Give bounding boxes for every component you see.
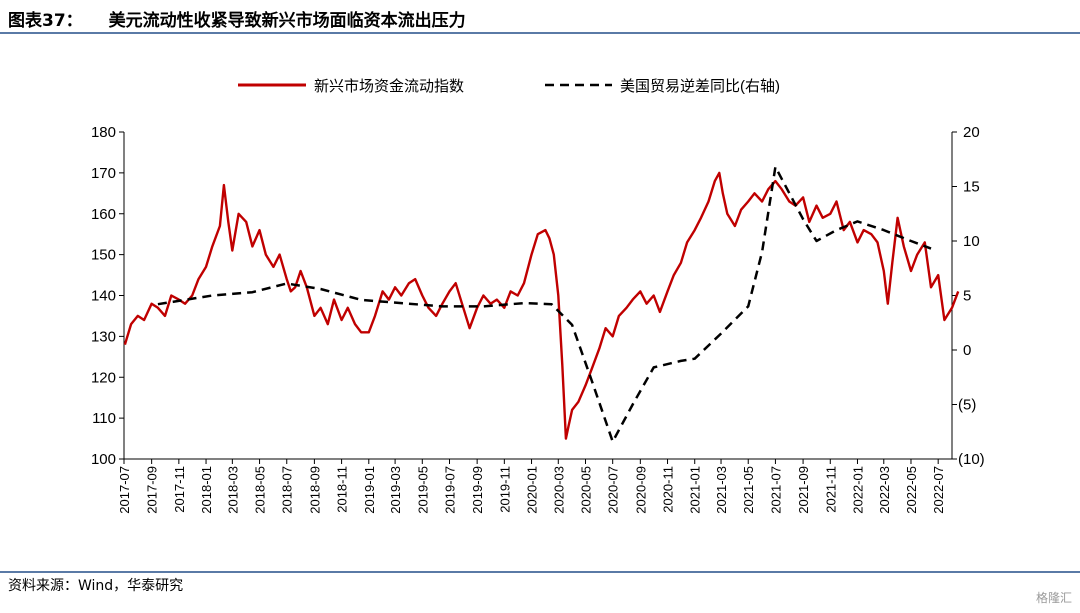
x-tick-label: 2020-11: [661, 466, 676, 513]
x-tick-label: 2017-07: [117, 466, 132, 514]
x-tick-label: 2021-03: [714, 466, 729, 514]
right-axis-ticks: (10) (5) 0 5 10 15 20: [952, 124, 985, 468]
plot-lines: [123, 165, 960, 443]
left-tick-label: 140: [91, 288, 116, 305]
x-tick-label: 2018-11: [335, 466, 350, 513]
left-tick-label: 120: [91, 369, 116, 386]
figure-number: 图表37：: [8, 10, 83, 31]
x-tick-label: 2021-05: [741, 466, 756, 514]
footer-rule: [0, 571, 1080, 573]
x-tick-label: 2019-01: [362, 466, 377, 514]
left-tick-label: 160: [91, 206, 116, 223]
x-tick-label: 2020-01: [525, 466, 540, 514]
chart-legend: 新兴市场资金流动指数 美国贸易逆差同比(右轴): [238, 78, 780, 95]
right-tick-label: 15: [963, 179, 980, 196]
x-tick-label: 2018-05: [253, 466, 268, 514]
x-tick-label: 2021-09: [796, 466, 811, 514]
x-tick-label: 2022-01: [850, 466, 865, 514]
x-tick-label: 2020-05: [578, 466, 593, 514]
right-tick-label: 20: [963, 124, 980, 141]
x-axis-ticks: 2017-07 2017-09 2017-11 2018-01 2018-03 2018-…: [117, 459, 946, 514]
x-tick-label: 2021-01: [688, 466, 703, 514]
x-tick-label: 2020-03: [551, 466, 566, 514]
chart-area: 新兴市场资金流动指数 美国贸易逆差同比(右轴) 1001101201301401…: [91, 78, 985, 514]
left-tick-label: 100: [91, 451, 116, 468]
left-tick-label: 110: [92, 410, 116, 427]
source-note: 资料来源：Wind，华泰研究: [8, 578, 184, 594]
x-tick-label: 2018-03: [225, 466, 240, 514]
right-tick-label: 5: [963, 288, 971, 305]
legend-label-secondary: 美国贸易逆差同比(右轴): [620, 78, 780, 95]
x-tick-label: 2019-11: [497, 466, 512, 513]
left-axis-ticks: 100 110 120 130 140 150 160 170 180: [91, 124, 124, 468]
x-tick-label: 2020-07: [606, 466, 621, 514]
series-line-trade-deficit-yoy: [157, 165, 932, 443]
left-tick-label: 150: [91, 247, 116, 264]
watermark: 格隆汇: [1035, 591, 1072, 605]
series-line-capital-flow-index: [123, 171, 960, 440]
right-tick-label: (5): [958, 397, 976, 414]
header-rule: [0, 32, 1080, 34]
x-tick-label: 2017-09: [145, 466, 160, 514]
right-tick-label: 0: [963, 342, 971, 359]
right-tick-label: 10: [963, 233, 980, 250]
legend-label-primary: 新兴市场资金流动指数: [314, 78, 464, 95]
left-tick-label: 180: [91, 124, 116, 141]
left-tick-label: 170: [91, 165, 116, 182]
x-tick-label: 2021-11: [823, 466, 838, 513]
x-tick-label: 2019-07: [442, 466, 457, 514]
x-tick-label: 2021-07: [768, 466, 783, 514]
right-tick-label: (10): [958, 451, 985, 468]
x-tick-label: 2018-01: [199, 466, 214, 514]
x-tick-label: 2022-07: [931, 466, 946, 514]
x-tick-label: 2019-05: [415, 466, 430, 514]
x-tick-label: 2019-09: [470, 466, 485, 514]
x-tick-label: 2017-11: [172, 466, 187, 513]
figure-title-row: 图表37： 美元流动性收紧导致新兴市场面临资本流出压力: [8, 6, 466, 31]
left-tick-label: 130: [91, 328, 116, 345]
x-tick-label: 2022-05: [904, 466, 919, 514]
x-tick-label: 2019-03: [388, 466, 403, 514]
x-tick-label: 2022-03: [877, 466, 892, 514]
x-tick-label: 2018-07: [280, 466, 295, 514]
x-tick-label: 2020-09: [633, 466, 648, 514]
figure-title: 美元流动性收紧导致新兴市场面临资本流出压力: [108, 10, 466, 31]
x-tick-label: 2018-09: [307, 466, 322, 514]
